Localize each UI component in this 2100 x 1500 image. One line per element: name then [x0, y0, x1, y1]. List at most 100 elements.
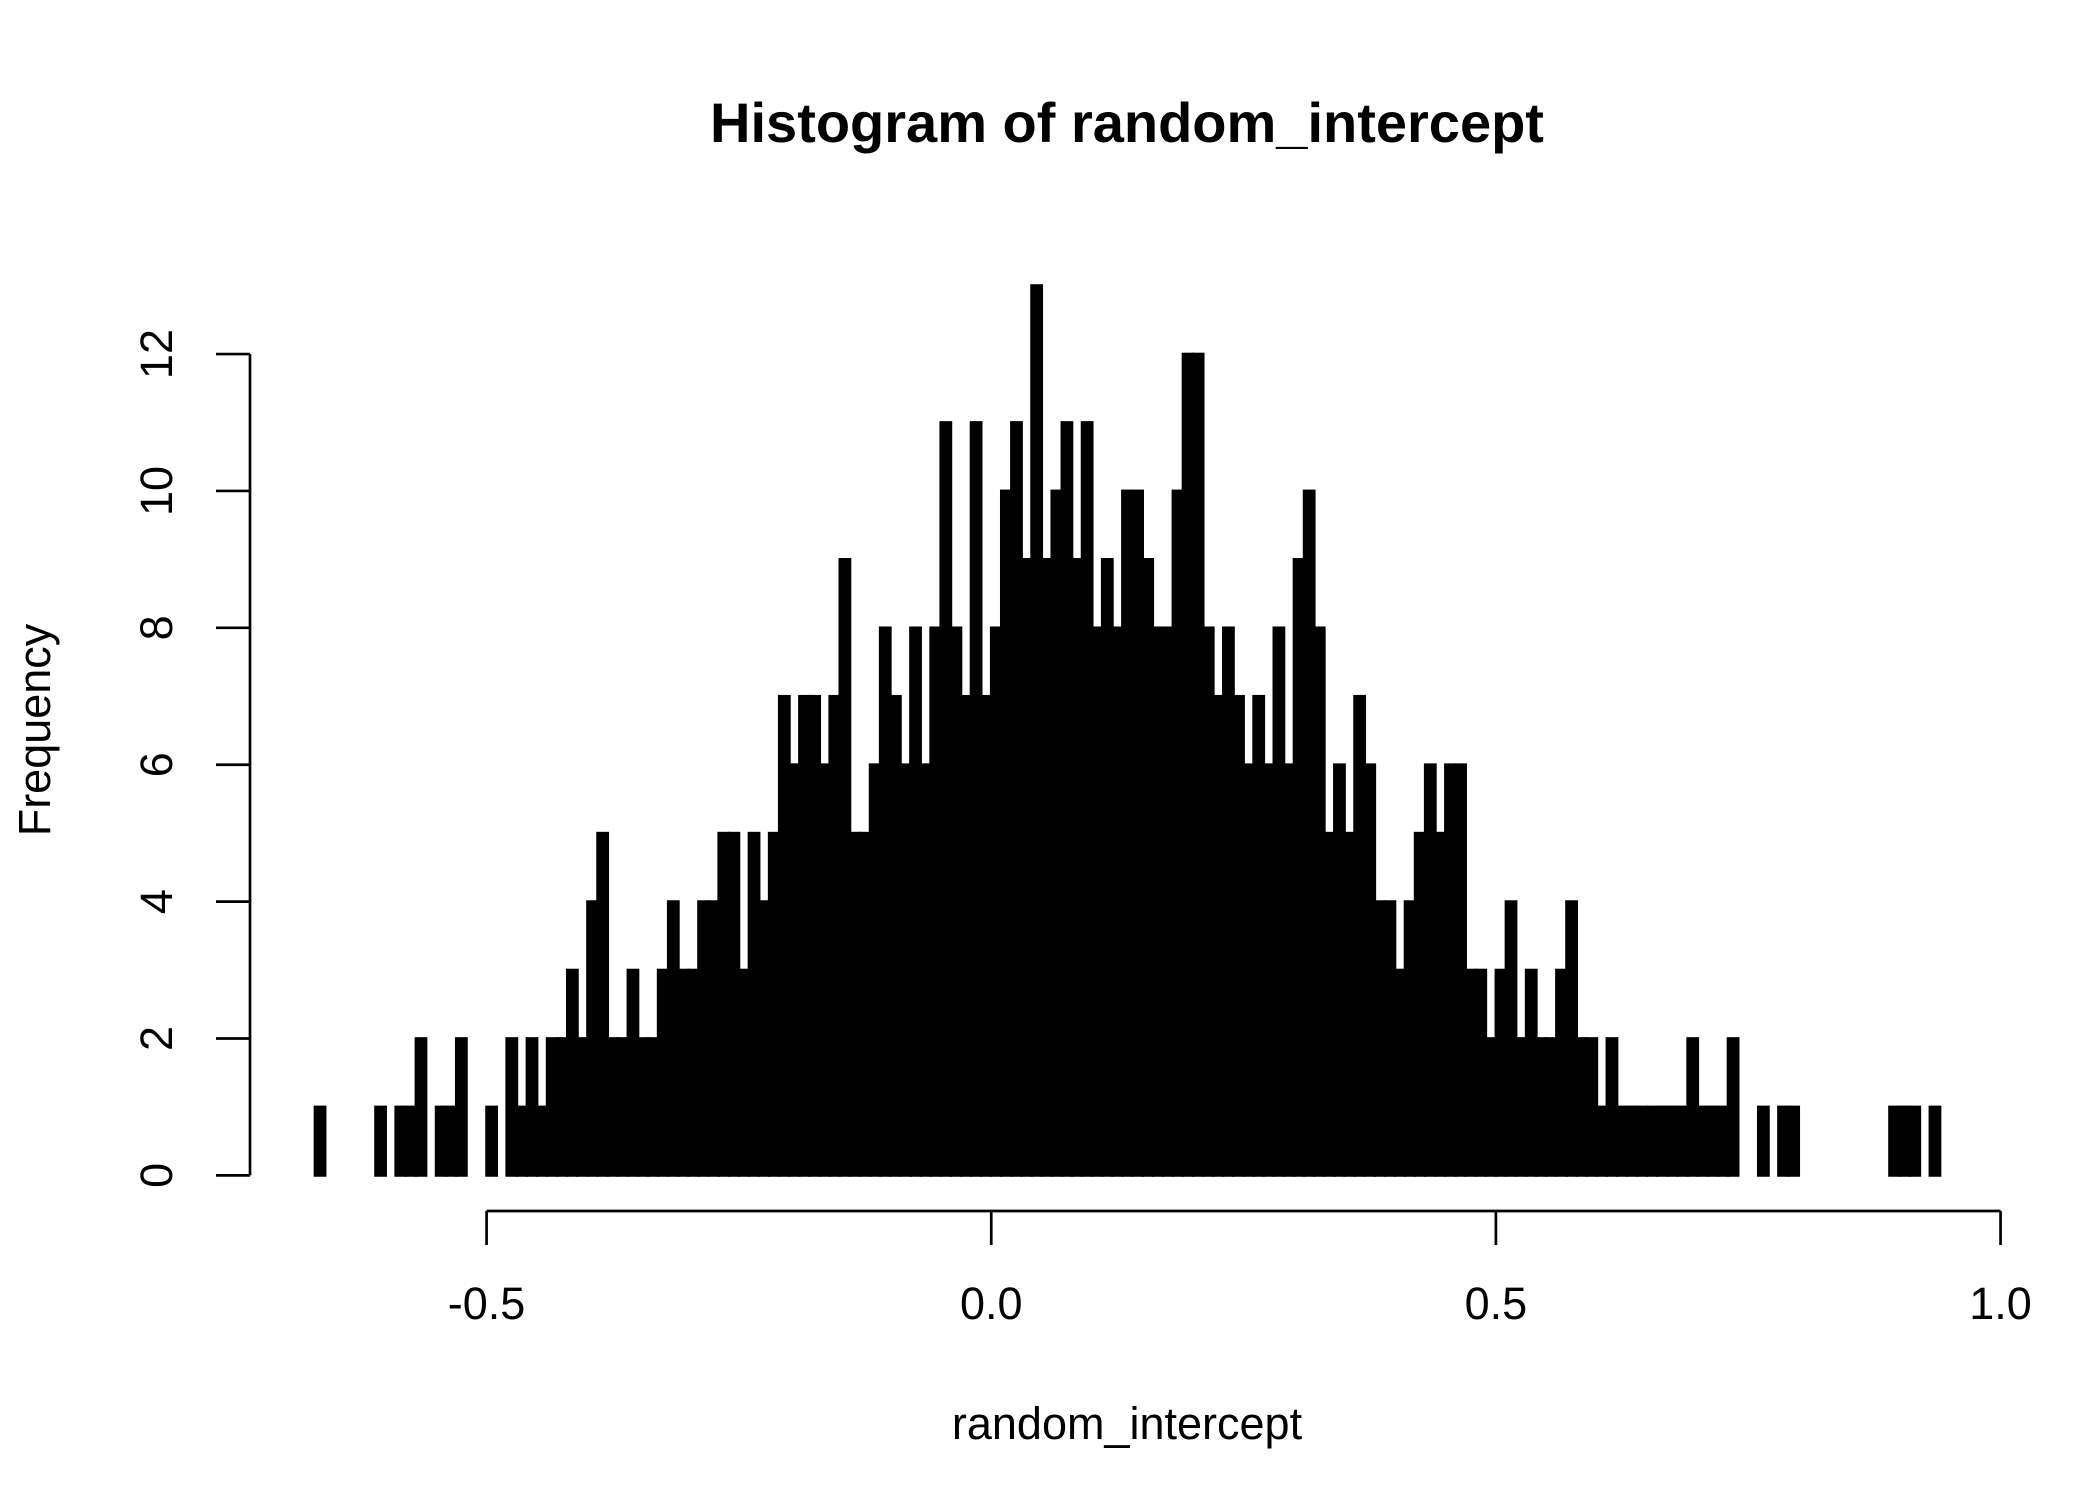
- histogram-bar: [596, 831, 610, 1177]
- histogram-bar: [1413, 831, 1427, 1177]
- histogram-bar: [1666, 1105, 1679, 1177]
- histogram-bar: [1131, 489, 1144, 1177]
- histogram-bar: [1393, 968, 1407, 1177]
- histogram-bar: [1383, 900, 1397, 1177]
- histogram-bar: [1656, 1105, 1669, 1177]
- histogram-bar: [1575, 1037, 1589, 1177]
- histogram-bar: [666, 900, 680, 1177]
- histogram-bar: [535, 1105, 549, 1177]
- histogram-bar: [1403, 900, 1417, 1177]
- histogram-bar: [1585, 1037, 1599, 1177]
- histogram-bar: [818, 763, 832, 1177]
- histogram-bar: [767, 831, 781, 1177]
- histogram-bar: [1615, 1105, 1629, 1177]
- histogram-bar: [1211, 694, 1225, 1177]
- histogram-bar: [1777, 1105, 1790, 1177]
- histogram-bar: [858, 831, 872, 1177]
- histogram-bar: [626, 968, 640, 1177]
- histogram-bar: [656, 968, 670, 1177]
- histogram-bar: [929, 626, 943, 1177]
- y-tick-label: 0: [131, 1163, 182, 1188]
- x-tick-label: -0.5: [448, 1278, 526, 1329]
- histogram-bar: [677, 968, 690, 1177]
- histogram-bar: [1686, 1037, 1700, 1177]
- histogram-bar: [727, 831, 741, 1177]
- histogram-bar: [1545, 1037, 1558, 1177]
- histogram-bar: [1373, 900, 1387, 1177]
- histogram-bar: [687, 968, 700, 1177]
- histogram-bar: [444, 1105, 458, 1177]
- y-tick-label: 12: [131, 329, 182, 379]
- histogram-bar: [555, 1037, 569, 1177]
- histogram-bar: [1635, 1105, 1649, 1177]
- x-tick-label: 1.0: [1969, 1278, 2032, 1329]
- histogram-bar: [1787, 1105, 1801, 1177]
- histogram-bar: [1111, 626, 1124, 1177]
- histogram-bar: [1121, 489, 1134, 1177]
- histogram-bar: [848, 831, 862, 1177]
- histogram-bar: [888, 694, 902, 1177]
- histogram-bar: [959, 694, 973, 1177]
- histogram-bar: [1605, 1037, 1619, 1177]
- histogram-bar: [485, 1105, 499, 1177]
- x-axis-label: random_intercept: [952, 1398, 1303, 1449]
- histogram-bar: [1595, 1105, 1609, 1177]
- histogram-bar: [1534, 1037, 1548, 1177]
- histogram-bar: [1252, 694, 1266, 1177]
- histogram-bar: [1262, 763, 1276, 1177]
- histogram-bar: [1433, 831, 1447, 1177]
- histogram-bar: [454, 1037, 468, 1177]
- histogram-bar: [1020, 558, 1033, 1177]
- histogram-bar: [1333, 763, 1346, 1177]
- histogram-bar: [777, 694, 791, 1177]
- histogram-bar: [747, 831, 761, 1177]
- histogram-bar: [1353, 694, 1367, 1177]
- histogram-bar: [636, 1037, 650, 1177]
- histogram-bar: [545, 1037, 559, 1177]
- histogram-bar: [606, 1037, 620, 1177]
- histogram-bar: [808, 694, 822, 1177]
- histogram-bar: [1040, 558, 1054, 1177]
- histogram-bar: [1524, 968, 1538, 1177]
- histogram-bar: [878, 626, 892, 1177]
- histogram-bar: [1080, 421, 1094, 1177]
- histogram-bar: [1302, 489, 1316, 1177]
- histogram-bar: [1312, 626, 1326, 1177]
- y-tick-label: 2: [131, 1026, 182, 1051]
- histogram-bar: [1908, 1105, 1922, 1177]
- histogram-bar: [1030, 284, 1044, 1177]
- histogram-bar: [1706, 1105, 1720, 1177]
- histogram-bar: [1070, 558, 1084, 1177]
- histogram-bar: [374, 1105, 388, 1177]
- histogram-bar: [838, 558, 852, 1177]
- histogram-bar: [586, 900, 599, 1177]
- histogram-bar: [1928, 1105, 1942, 1177]
- histogram-bar: [1363, 763, 1377, 1177]
- histogram-bar: [394, 1105, 408, 1177]
- histogram-bar: [1898, 1105, 1912, 1177]
- histogram-bar: [515, 1105, 529, 1177]
- histogram-bar: [404, 1105, 418, 1177]
- histogram-bar: [717, 831, 731, 1177]
- histogram-bar: [1555, 968, 1568, 1177]
- histogram-bar: [1161, 626, 1175, 1177]
- y-axis-label: Frequency: [9, 623, 60, 836]
- histogram-bar: [868, 763, 882, 1177]
- histogram-bar: [1514, 1037, 1528, 1177]
- histogram-bar: [414, 1037, 428, 1177]
- histogram-bar: [1756, 1105, 1770, 1177]
- histogram-bar: [1232, 694, 1245, 1177]
- histogram-bar: [616, 1037, 630, 1177]
- histogram-bar: [313, 1105, 327, 1177]
- histogram-bar: [899, 763, 912, 1177]
- histogram-bar: [1222, 626, 1235, 1177]
- histogram-bar: [1060, 421, 1074, 1177]
- histogram-bar: [1423, 763, 1437, 1177]
- histogram-bar: [1726, 1037, 1740, 1177]
- histogram-bar: [1625, 1105, 1639, 1177]
- histogram-bar: [707, 900, 721, 1177]
- histogram-bar: [1282, 763, 1296, 1177]
- histogram-bar: [1292, 558, 1306, 1177]
- histogram-bar: [1242, 763, 1256, 1177]
